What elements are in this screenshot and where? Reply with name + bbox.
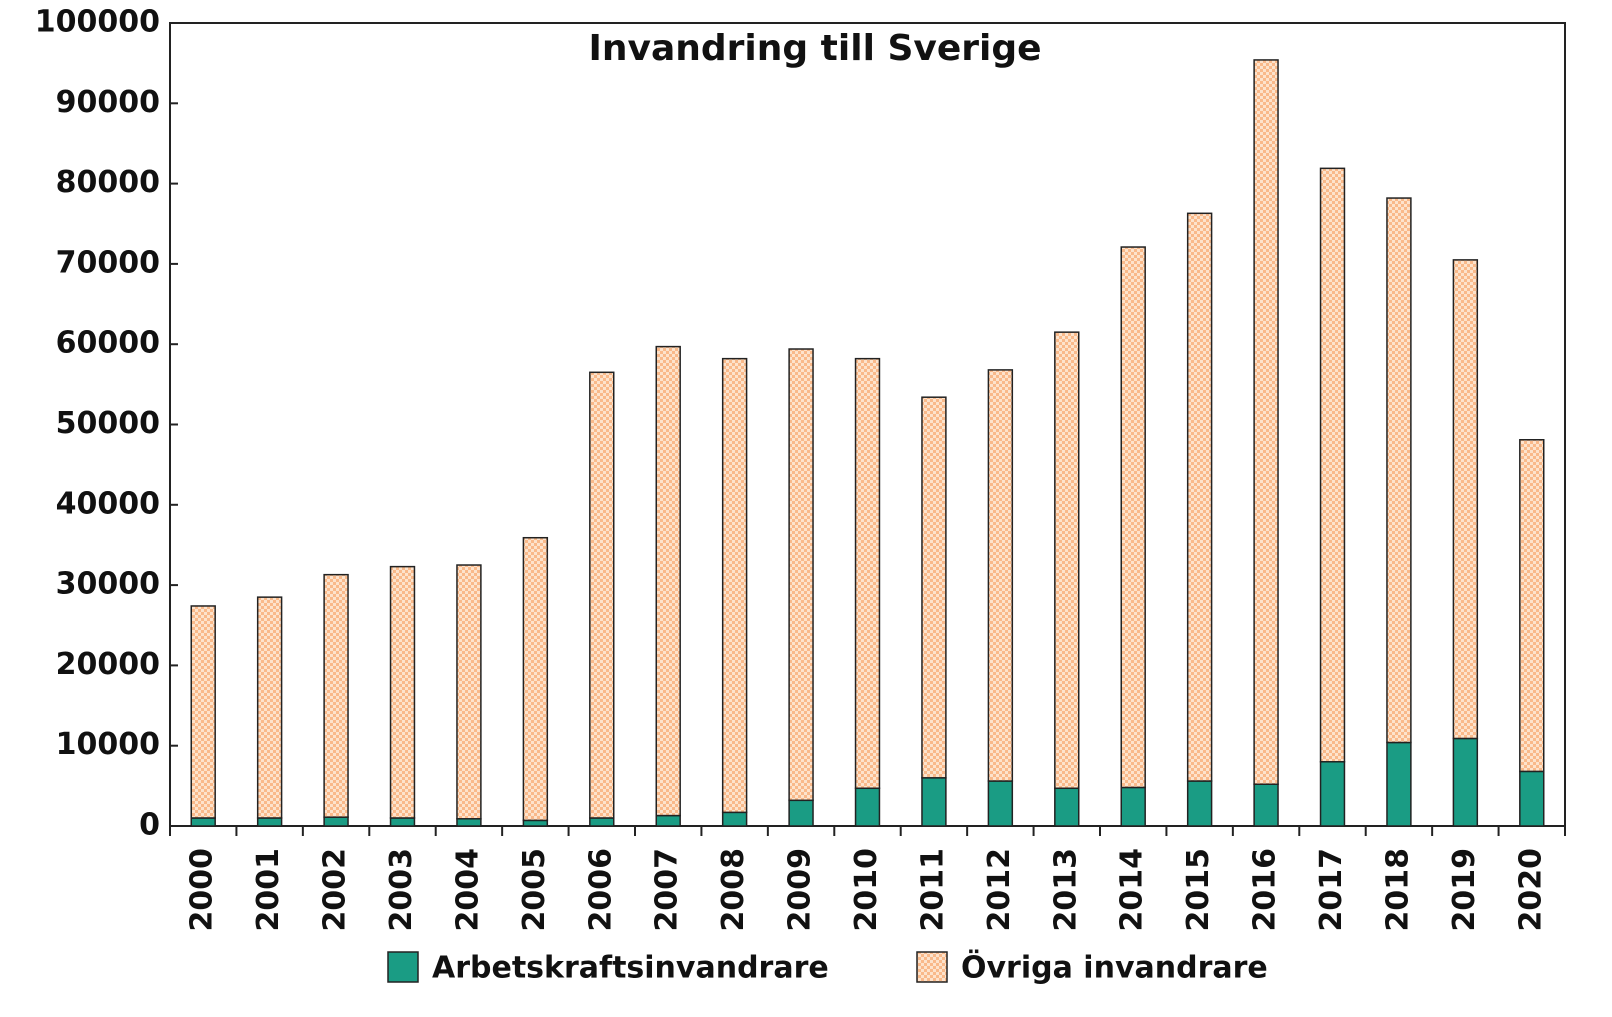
x-tick-label: 2002 [318, 848, 353, 932]
bar-segment [256, 596, 283, 819]
bar-segment [456, 818, 482, 827]
bar-segment [589, 371, 615, 819]
x-tick-label: 2006 [583, 848, 618, 932]
x-tick-label: 2001 [251, 848, 286, 932]
x-tick-label: 2008 [716, 848, 751, 932]
legend-swatch [387, 951, 419, 983]
y-tick-label: 40000 [56, 486, 160, 521]
bar-segment [1186, 780, 1213, 827]
bar-segment [1319, 761, 1346, 827]
bar-segment [389, 565, 416, 819]
bar-segment [788, 799, 814, 827]
x-tick-label: 2004 [450, 848, 485, 932]
bar-segment [1253, 59, 1279, 785]
y-tick-label: 100000 [35, 5, 160, 40]
x-tick-label: 2020 [1513, 848, 1548, 932]
bar-segment [1452, 737, 1479, 827]
x-tick-label: 2012 [982, 848, 1017, 932]
bar-segment [389, 817, 416, 827]
x-tick-label: 2018 [1380, 848, 1415, 932]
legend: Arbetskraftsinvandrare Övriga invandrare [387, 949, 1268, 986]
bar-segment [1386, 197, 1412, 744]
x-tick-label: 2003 [384, 848, 419, 932]
y-tick-label: 60000 [56, 326, 160, 361]
y-tick-label: 10000 [56, 727, 160, 762]
bar-segment [721, 811, 748, 827]
bar-segment [190, 817, 216, 827]
x-tick-label: 2017 [1314, 848, 1349, 932]
bar-segment [987, 780, 1014, 827]
legend-label: Arbetskraftsinvandrare [432, 951, 829, 986]
x-tick-label: 2007 [650, 848, 685, 932]
y-tick-label: 20000 [56, 647, 160, 682]
bar-segment [190, 605, 216, 819]
bar-segment [589, 817, 615, 827]
bar-segment [1253, 783, 1279, 827]
y-tick-label: 0 [139, 808, 160, 843]
x-tick-label: 2009 [783, 848, 818, 932]
bar-segment [921, 777, 947, 827]
y-tick-label: 50000 [56, 406, 160, 441]
legend-label: Övriga invandrare [961, 949, 1268, 986]
bar-segment [721, 357, 748, 814]
x-tick-label: 2011 [915, 848, 950, 932]
bar-segment [522, 819, 549, 827]
y-tick-label: 80000 [56, 165, 160, 200]
legend-swatch [916, 951, 948, 983]
bar-segment [1519, 439, 1545, 773]
chart-title: Invandring till Sverige [588, 28, 1041, 69]
x-tick-label: 2016 [1248, 848, 1283, 932]
bar-segment [1120, 246, 1146, 789]
bar-segment [323, 816, 349, 827]
y-tick-label: 90000 [56, 85, 160, 120]
bar-segment [854, 357, 881, 790]
bar-segment [456, 564, 482, 820]
y-tick-label: 30000 [56, 567, 160, 602]
y-tick-label: 70000 [56, 245, 160, 280]
x-tick-label: 2010 [849, 848, 884, 932]
bar-segment [655, 345, 681, 817]
bar-segment [323, 573, 349, 818]
bar-segment [854, 787, 881, 827]
bar-segment [1319, 167, 1346, 763]
x-tick-label: 2000 [185, 848, 220, 932]
bar-segment [655, 814, 681, 827]
bar-segment [1054, 331, 1080, 790]
bar-segment [1186, 212, 1213, 782]
bar-segment [1120, 786, 1146, 827]
bar-segment [1519, 770, 1545, 827]
bar-segment [1386, 741, 1412, 827]
x-tick-label: 2005 [517, 848, 552, 932]
bar-segment [256, 817, 283, 827]
x-tick-label: 2015 [1181, 848, 1216, 932]
x-tick-label: 2013 [1048, 848, 1083, 932]
bar-segment [522, 536, 549, 822]
bar-segment [921, 396, 947, 779]
x-tick-label: 2019 [1447, 848, 1482, 932]
bar-segment [987, 369, 1014, 782]
bar-segment [1452, 259, 1479, 740]
bar-segment [1054, 787, 1080, 827]
x-tick-label: 2014 [1115, 848, 1150, 932]
bar-segment [788, 348, 814, 802]
